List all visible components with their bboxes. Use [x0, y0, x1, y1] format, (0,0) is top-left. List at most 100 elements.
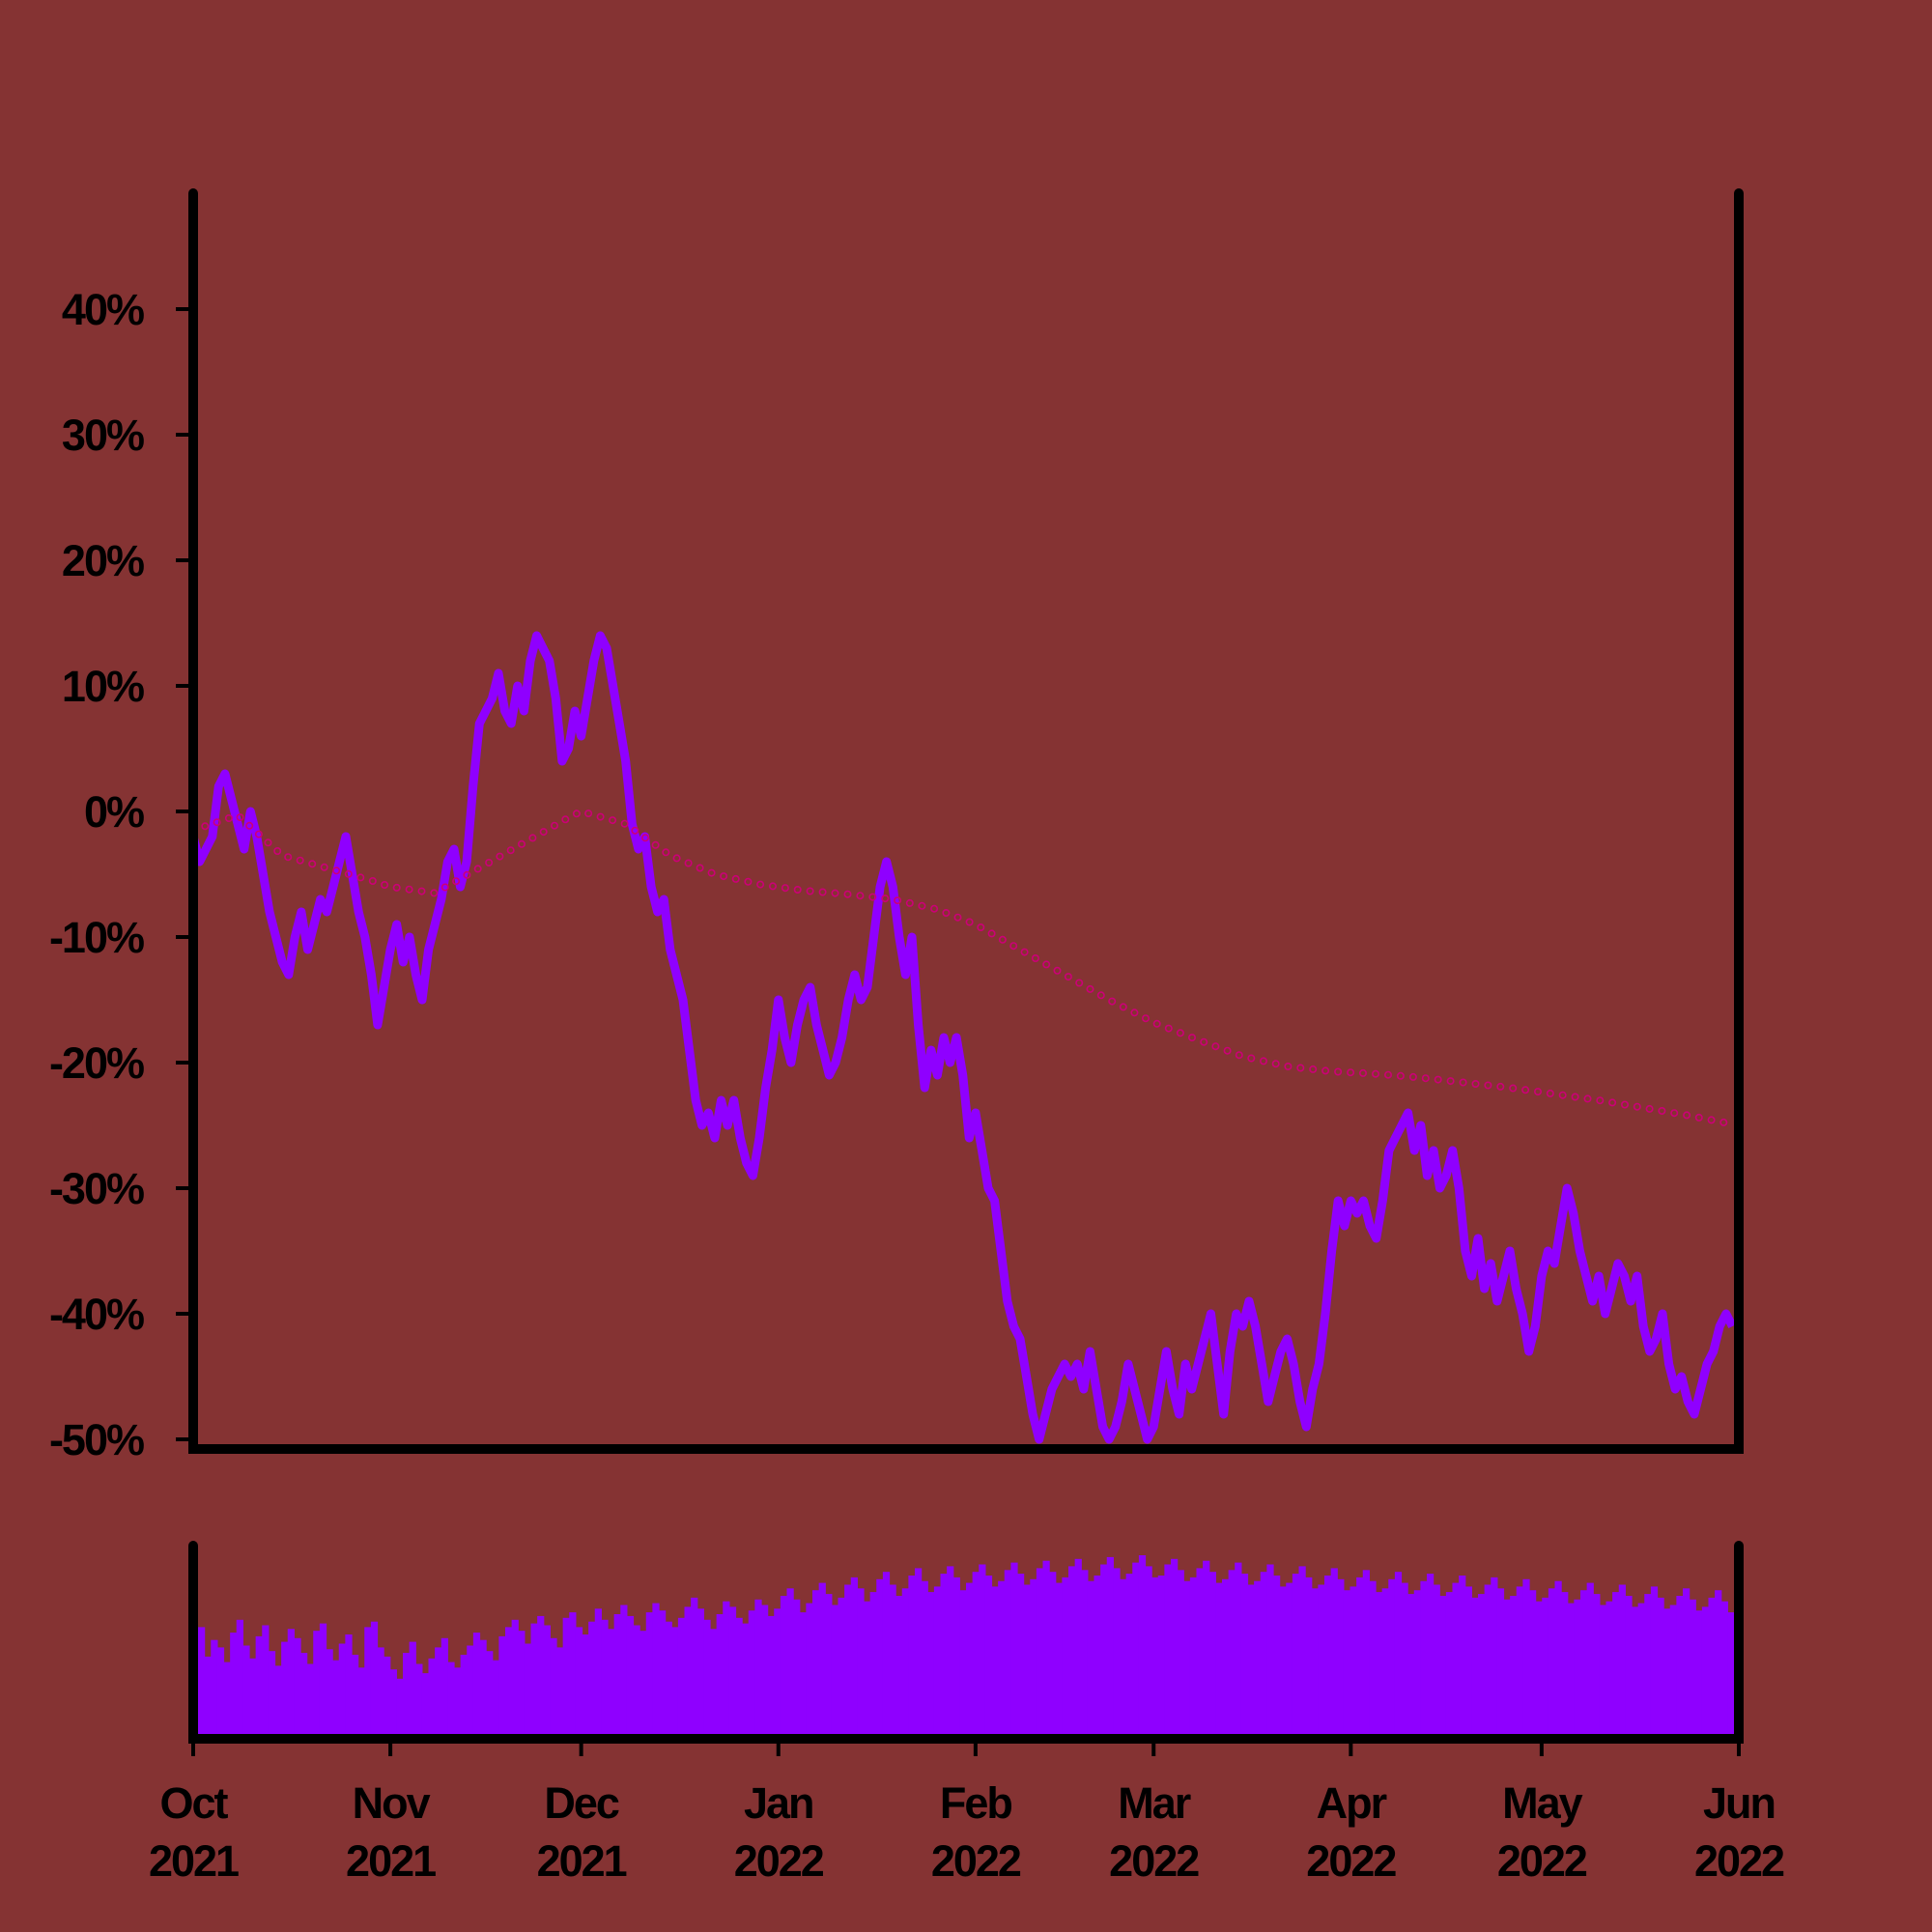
moving-average-dot — [818, 888, 827, 896]
volume-bar — [384, 1656, 391, 1734]
moving-average-dot — [1459, 1078, 1467, 1087]
moving-average-dot — [1075, 979, 1084, 987]
volume-bar — [550, 1637, 557, 1734]
volume-bar — [498, 1635, 506, 1734]
moving-average-dot — [584, 810, 593, 818]
volume-bar — [1464, 1586, 1472, 1734]
volume-bar — [1010, 1562, 1018, 1734]
volume-bar — [467, 1645, 474, 1734]
moving-average-dot — [550, 821, 558, 830]
x-tick-year: 2021 — [346, 1836, 436, 1886]
moving-average-dot — [1108, 997, 1117, 1006]
volume-bar — [1554, 1580, 1562, 1734]
moving-average-dot — [1421, 1074, 1430, 1083]
moving-average-dot — [662, 848, 670, 857]
volume-bar — [332, 1660, 340, 1734]
volume-bar — [1644, 1594, 1652, 1734]
volume-bar — [889, 1584, 896, 1734]
moving-average-dot — [1130, 1009, 1139, 1017]
volume-bar — [1208, 1572, 1216, 1734]
volume-bar — [389, 1669, 397, 1734]
x-tick-year: 2022 — [1694, 1836, 1784, 1886]
volume-bar — [287, 1629, 295, 1734]
volume-bar — [1362, 1570, 1370, 1734]
volume-bar — [440, 1637, 448, 1734]
volume-bar — [626, 1615, 635, 1734]
moving-average-dot — [473, 865, 482, 873]
moving-average-dot — [1119, 1003, 1127, 1011]
moving-average-dot — [930, 904, 939, 913]
moving-average-dot — [572, 810, 581, 818]
volume-bar — [518, 1631, 526, 1734]
moving-average-dot — [1384, 1070, 1393, 1079]
volume-bar — [242, 1645, 250, 1734]
volume-bar — [613, 1614, 621, 1734]
volume-bar — [1125, 1574, 1133, 1734]
volume-bar — [767, 1615, 775, 1734]
volume-bar — [1094, 1576, 1101, 1734]
price-panel — [188, 188, 1744, 1454]
volume-bar — [594, 1608, 602, 1734]
moving-average-dot — [236, 813, 244, 822]
moving-average-dot — [528, 834, 537, 842]
volume-bar — [761, 1605, 769, 1734]
moving-average-dot — [245, 821, 254, 830]
volume-bar — [1157, 1576, 1165, 1734]
volume-bar — [1330, 1568, 1338, 1734]
volume-bar — [1311, 1588, 1319, 1734]
moving-average-dot — [1211, 1042, 1220, 1051]
volume-bar — [1138, 1555, 1147, 1734]
x-tick-month: Jan — [744, 1778, 813, 1828]
moving-average-dot — [332, 867, 341, 875]
volume-bar — [249, 1658, 257, 1734]
volume-bar — [562, 1617, 570, 1734]
volume-bar — [1369, 1580, 1377, 1734]
volume-bar — [742, 1623, 750, 1734]
moving-average-dot — [831, 889, 839, 897]
volume-bar — [608, 1629, 615, 1734]
moving-average-dot — [781, 884, 789, 893]
volume-bar — [1049, 1572, 1057, 1734]
moving-average-dot — [1235, 1051, 1243, 1060]
volume-bar — [306, 1663, 314, 1734]
x-tick-year: 2022 — [1109, 1836, 1199, 1886]
volume-bar — [639, 1631, 647, 1734]
moving-average-dot — [356, 873, 365, 882]
moving-average-dot — [517, 839, 526, 848]
volume-bar — [1574, 1599, 1581, 1734]
moving-average-dot — [1608, 1098, 1617, 1107]
moving-average-dot — [868, 893, 877, 901]
volume-bar — [1510, 1596, 1518, 1734]
volume-bar — [486, 1651, 494, 1734]
moving-average-dot — [224, 813, 233, 822]
volume-bar — [403, 1653, 411, 1734]
moving-average-dot — [1496, 1082, 1505, 1091]
volume-bar — [1151, 1577, 1159, 1734]
moving-average-dot — [213, 818, 221, 827]
volume-bar — [966, 1582, 974, 1734]
moving-average-dot — [1558, 1091, 1567, 1099]
moving-average-dot — [1271, 1060, 1280, 1068]
volume-bar — [684, 1606, 692, 1734]
volume-bar — [1503, 1599, 1511, 1734]
volume-bar — [1535, 1601, 1543, 1734]
moving-average-dot — [440, 883, 449, 892]
volume-bar — [844, 1584, 852, 1734]
moving-average-dot — [1064, 973, 1072, 981]
moving-average-series — [189, 810, 1728, 1126]
moving-average-dot — [1247, 1054, 1256, 1063]
moving-average-dot — [1053, 966, 1062, 975]
moving-average-dot — [1707, 1116, 1716, 1124]
moving-average-dot — [756, 880, 765, 889]
volume-frame — [188, 1541, 1744, 1744]
moving-average-dot — [918, 901, 926, 910]
volume-bar — [882, 1572, 891, 1734]
volume-bar — [1247, 1584, 1255, 1734]
volume-bar — [274, 1665, 282, 1734]
moving-average-dot — [1694, 1113, 1703, 1122]
moving-average-dot — [506, 846, 515, 855]
moving-average-dot — [1521, 1086, 1530, 1094]
y-tick-label: 30% — [62, 411, 144, 460]
volume-bar — [620, 1605, 628, 1734]
volume-bar — [492, 1660, 499, 1734]
